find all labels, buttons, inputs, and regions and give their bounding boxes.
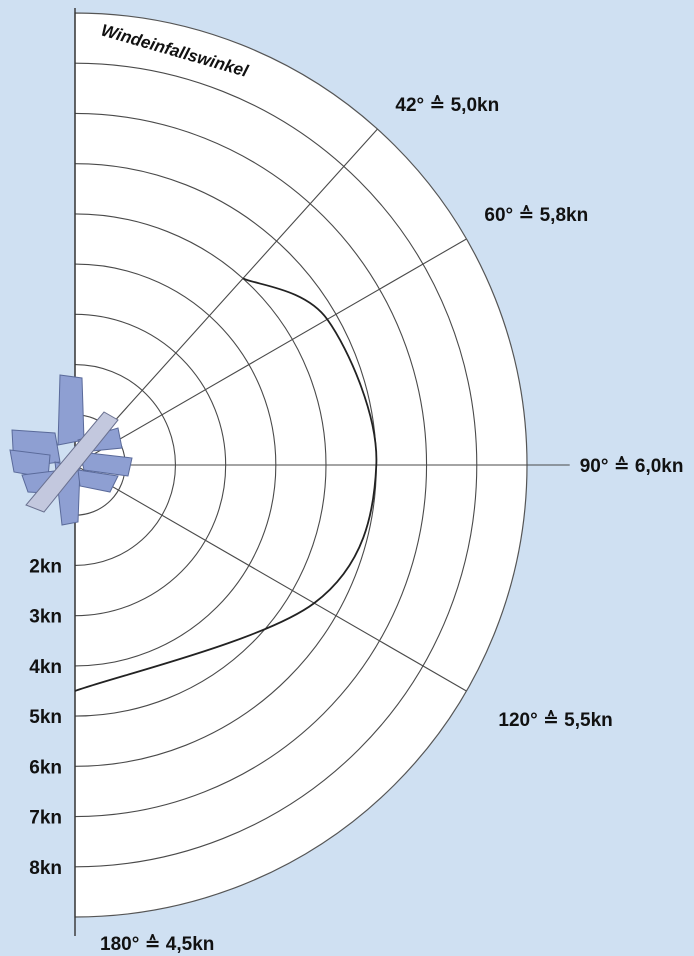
- sail-shape-8: [77, 469, 119, 493]
- spoke-120: [74, 464, 467, 692]
- ring-label-3kn: 3kn: [29, 607, 62, 628]
- angle-label-42: 42° ≙ 5,0kn: [395, 95, 499, 116]
- spoke-42: [74, 128, 378, 466]
- angle-label-60: 60° ≙ 5,8kn: [484, 205, 588, 226]
- polar-curve-layer: [74, 277, 378, 692]
- boat-icon: [9, 374, 133, 526]
- ring-label-6kn: 6kn: [29, 757, 62, 778]
- angle-labels: 42° ≙ 5,0kn 60° ≙ 5,8kn 90° ≙ 6,0kn 120° ≙ …: [100, 95, 683, 955]
- ring-label-5kn: 5kn: [29, 707, 62, 728]
- sail-shape-1: [57, 374, 85, 446]
- angle-label-180: 180° ≙ 4,5kn: [100, 934, 214, 955]
- angle-label-120: 120° ≙ 5,5kn: [498, 710, 612, 731]
- angle-label-90: 90° ≙ 6,0kn: [580, 456, 684, 477]
- radial-tick-labels: 2kn 3kn 4kn 5kn 6kn 7kn 8kn: [29, 556, 62, 878]
- ring-label-4kn: 4kn: [29, 657, 62, 678]
- spoke-60: [74, 238, 467, 466]
- ring-label-2kn: 2kn: [29, 556, 62, 577]
- ring-label-8kn: 8kn: [29, 858, 62, 879]
- angle-spokes: [74, 128, 570, 692]
- boat-hull: [25, 411, 119, 513]
- boat-speed-curve: [74, 277, 378, 692]
- ring-label-7kn: 7kn: [29, 808, 62, 829]
